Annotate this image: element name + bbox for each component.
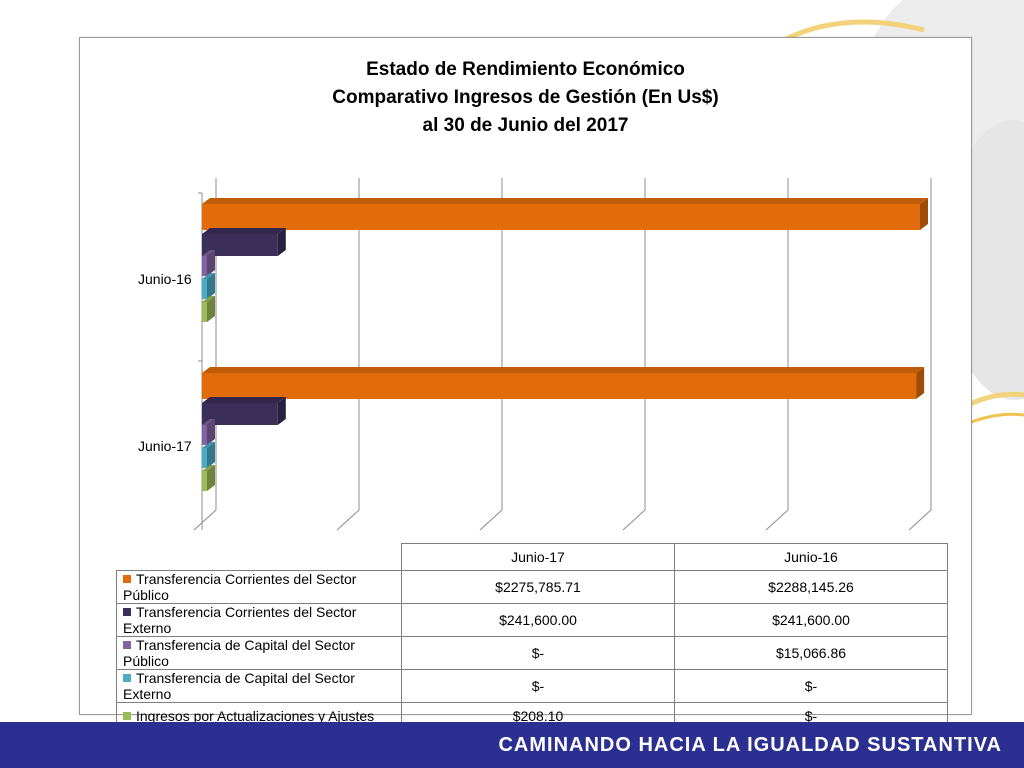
table-cell: $- <box>674 669 948 703</box>
table-cell: $15,066.86 <box>674 636 948 670</box>
bar-top <box>202 465 215 471</box>
bar-side <box>207 273 215 299</box>
data-table-row: Transferencia de Capital del Sector Públ… <box>116 636 948 670</box>
gridline <box>765 509 789 531</box>
bar-side <box>207 442 215 468</box>
data-table-col-header: Junio-17 <box>401 543 675 571</box>
bar-side <box>207 296 215 322</box>
gridline <box>336 509 360 531</box>
table-cell: $2275,785.71 <box>401 570 675 604</box>
footer-banner: CAMINANDO HACIA LA IGUALDAD SUSTANTIVA <box>0 722 1024 768</box>
table-cell: $241,600.00 <box>674 603 948 637</box>
footer-slogan: CAMINANDO HACIA LA IGUALDAD SUSTANTIVA <box>498 734 1002 756</box>
bar-side <box>207 465 215 491</box>
bar-top <box>202 397 286 403</box>
y-tick-label-junio-16: Junio-16 <box>138 271 192 287</box>
legend-entry: Transferencia Corrientes del Sector Públ… <box>116 570 402 604</box>
legend-label: Transferencia de Capital del Sector Públ… <box>123 637 355 669</box>
bar-side <box>277 228 286 256</box>
chart-title-line-1: Estado de Rendimiento Económico <box>366 59 685 80</box>
legend-key-green <box>123 712 131 720</box>
table-cell: $2288,145.26 <box>674 570 948 604</box>
data-table-corner <box>116 543 402 571</box>
bar <box>202 234 278 256</box>
y-tick-label-junio-17: Junio-17 <box>138 438 192 454</box>
legend-label: Transferencia de Capital del Sector Exte… <box>123 670 355 702</box>
bar <box>202 256 207 276</box>
bar <box>202 279 207 299</box>
bar-top <box>202 273 215 279</box>
chart-frame: Estado de Rendimiento Económico Comparat… <box>79 37 972 730</box>
data-table: Junio-17 Junio-16 Transferencia Corrient… <box>116 543 948 730</box>
data-table-row: Transferencia de Capital del Sector Exte… <box>116 669 948 703</box>
bar-top <box>202 419 215 425</box>
data-table-row: Transferencia Corrientes del Sector Públ… <box>116 570 948 604</box>
legend-entry: Transferencia de Capital del Sector Exte… <box>116 669 402 703</box>
legend-entry: Transferencia Corrientes del Sector Exte… <box>116 603 402 637</box>
bar-top <box>202 367 925 373</box>
table-cell: $241,600.00 <box>401 603 675 637</box>
legend-label: Transferencia Corrientes del Sector Exte… <box>123 604 357 636</box>
bar-top <box>202 250 215 256</box>
gridline <box>479 509 503 531</box>
bar-side <box>207 419 215 445</box>
chart-title-line-3: al 30 de Junio del 2017 <box>422 115 629 136</box>
chart-title-line-2: Comparativo Ingresos de Gestión (En Us$) <box>332 87 719 108</box>
data-table-row: Transferencia Corrientes del Sector Exte… <box>116 603 948 637</box>
bar <box>202 471 207 491</box>
legend-label: Ingresos por Actualizaciones y Ajustes <box>136 708 375 724</box>
chart-title: Estado de Rendimiento Económico Comparat… <box>80 56 971 140</box>
bar-top <box>202 228 286 234</box>
gridline <box>908 509 932 531</box>
bar-side <box>916 367 925 399</box>
legend-key-dark-purple <box>123 608 131 616</box>
table-cell: $- <box>401 636 675 670</box>
gridline <box>622 509 646 531</box>
data-table-header-row: Junio-17 Junio-16 <box>116 543 948 571</box>
bar <box>202 448 207 468</box>
bar <box>202 302 207 322</box>
bar-chart-plot <box>193 178 932 531</box>
legend-key-purple <box>123 641 131 649</box>
legend-key-orange <box>123 575 131 583</box>
data-table-col-header: Junio-16 <box>674 543 948 571</box>
bar-top <box>202 198 928 204</box>
bar-top <box>202 296 215 302</box>
bar-side <box>277 397 286 425</box>
bar <box>202 403 278 425</box>
gridline <box>193 509 217 531</box>
bar-side <box>207 250 215 276</box>
legend-label: Transferencia Corrientes del Sector Públ… <box>123 571 357 603</box>
bar-side <box>920 198 928 230</box>
bar-top <box>202 442 215 448</box>
bar <box>202 204 920 230</box>
bar <box>202 373 917 399</box>
bar <box>202 425 207 445</box>
legend-key-teal <box>123 674 131 682</box>
legend-entry: Transferencia de Capital del Sector Públ… <box>116 636 402 670</box>
table-cell: $- <box>401 669 675 703</box>
